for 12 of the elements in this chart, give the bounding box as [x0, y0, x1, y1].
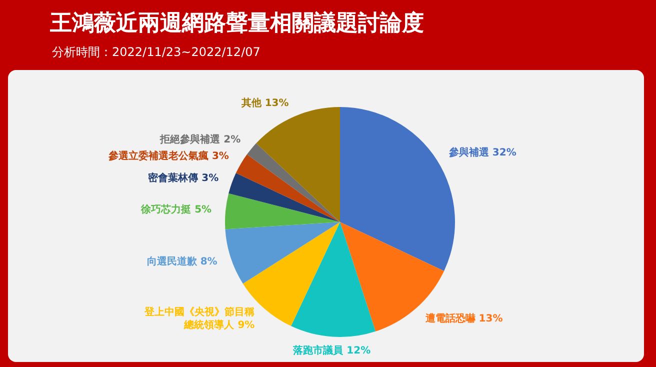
- slice-label: 遭電話恐嚇 13%: [424, 312, 503, 324]
- slice-label: 參選立委補選老公氣瘋 3%: [107, 150, 229, 162]
- slice-label: 參與補選 32%: [448, 146, 516, 158]
- chart-subtitle: 分析時間：2022/11/23~2022/12/07: [52, 44, 260, 61]
- slice-label: 登上中國《央視》節目稱總統領導人 9%: [144, 306, 255, 331]
- slice-label: 其他 13%: [240, 97, 289, 110]
- slice-label: 向選民道歉 8%: [146, 255, 218, 268]
- slice-label: 落跑市議員 12%: [292, 344, 371, 356]
- slice-label: 拒絕參與補選 2%: [159, 133, 241, 146]
- slice-label: 徐巧芯力挺 5%: [140, 203, 212, 216]
- chart-title: 王鴻薇近兩週網路聲量相關議題討論度: [50, 10, 424, 38]
- slice-label: 密會葉林傳 3%: [148, 172, 219, 184]
